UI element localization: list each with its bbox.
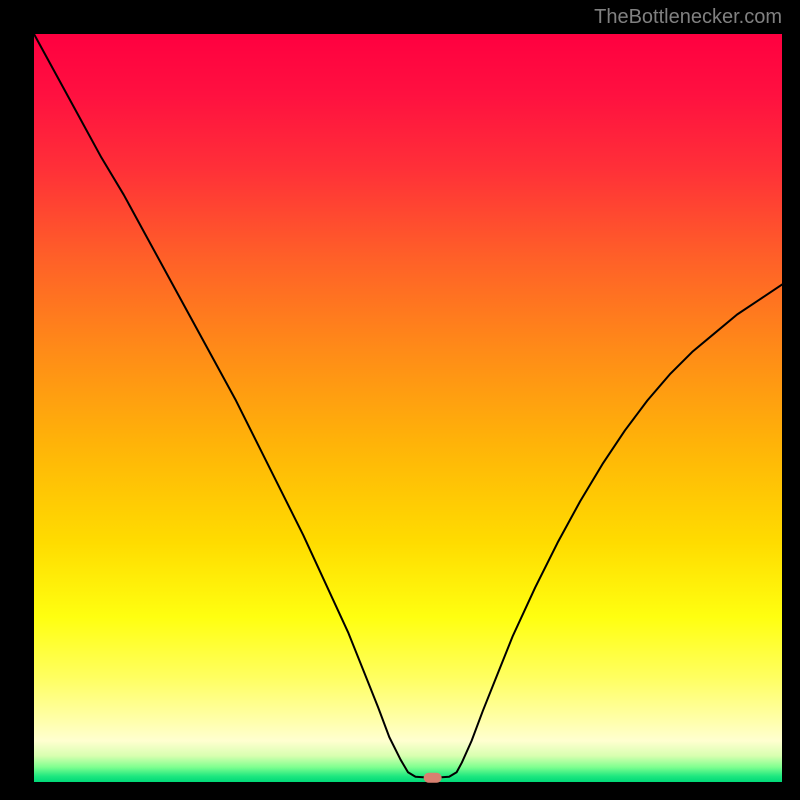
watermark-text: TheBottlenecker.com	[594, 6, 782, 29]
min-marker	[423, 772, 442, 782]
chart-stage: TheBottlenecker.com	[0, 0, 800, 800]
plot-area	[34, 34, 782, 782]
curve-layer	[34, 34, 782, 782]
bottleneck-curve	[34, 34, 782, 778]
